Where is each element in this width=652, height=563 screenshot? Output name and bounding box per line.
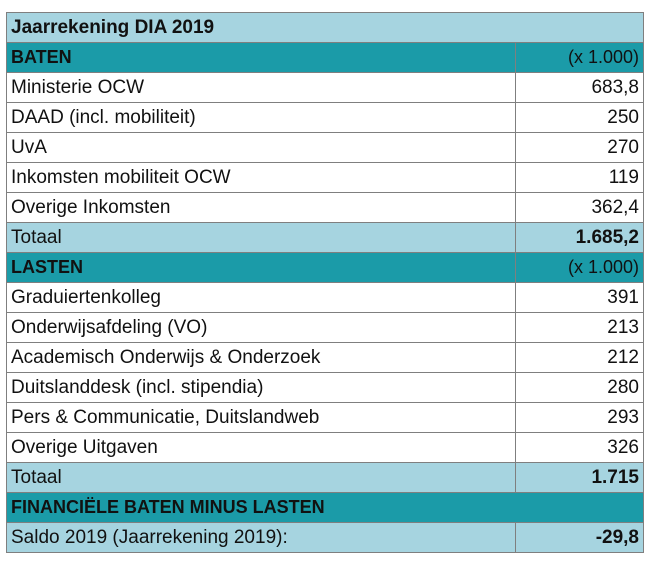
table-row: Pers & Communicatie, Duitslandweb 293 <box>5 402 644 433</box>
lasten-total-row: Totaal 1.715 <box>5 462 644 493</box>
row-label: Ministerie OCW <box>5 72 517 103</box>
row-value: 119 <box>515 162 644 193</box>
lasten-heading: LASTEN <box>5 252 517 283</box>
row-value: 391 <box>515 282 644 313</box>
row-value: 270 <box>515 132 644 163</box>
total-value: 1.715 <box>515 462 644 493</box>
saldo-heading: FINANCIËLE BATEN MINUS LASTEN <box>6 492 644 523</box>
saldo-value: -29,8 <box>515 522 644 553</box>
row-value: 250 <box>515 102 644 133</box>
total-label: Totaal <box>5 222 517 253</box>
baten-total-row: Totaal 1.685,2 <box>5 222 644 253</box>
table-row: UvA 270 <box>5 132 644 163</box>
row-label: Inkomsten mobiliteit OCW <box>5 162 517 193</box>
table-row: Duitslanddesk (incl. stipendia) 280 <box>5 372 644 403</box>
saldo-header-row: FINANCIËLE BATEN MINUS LASTEN <box>6 492 644 523</box>
row-value: 293 <box>515 402 644 433</box>
row-value: 326 <box>515 432 644 463</box>
row-label: DAAD (incl. mobiliteit) <box>5 102 517 133</box>
total-label: Totaal <box>5 462 517 493</box>
table-row: Inkomsten mobiliteit OCW 119 <box>5 162 644 193</box>
table-row: Ministerie OCW 683,8 <box>5 72 644 103</box>
total-value: 1.685,2 <box>515 222 644 253</box>
financial-statement-table: Jaarrekening DIA 2019 BATEN (x 1.000) Mi… <box>5 12 644 553</box>
table-row: Onderwijsafdeling (VO) 213 <box>5 312 644 343</box>
table-row: Overige Uitgaven 326 <box>5 432 644 463</box>
saldo-label: Saldo 2019 (Jaarrekening 2019): <box>5 522 517 553</box>
row-label: UvA <box>5 132 517 163</box>
row-value: 683,8 <box>515 72 644 103</box>
baten-heading: BATEN <box>5 42 517 73</box>
row-value: 213 <box>515 312 644 343</box>
table-title: Jaarrekening DIA 2019 <box>6 12 644 43</box>
row-value: 280 <box>515 372 644 403</box>
row-label: Overige Inkomsten <box>5 192 517 223</box>
baten-header-row: BATEN (x 1.000) <box>5 42 644 73</box>
table-row: Graduiertenkolleg 391 <box>5 282 644 313</box>
lasten-header-row: LASTEN (x 1.000) <box>5 252 644 283</box>
lasten-unit: (x 1.000) <box>515 252 644 283</box>
title-row: Jaarrekening DIA 2019 <box>6 12 644 43</box>
row-label: Pers & Communicatie, Duitslandweb <box>5 402 517 433</box>
table-row: Overige Inkomsten 362,4 <box>5 192 644 223</box>
row-label: Graduiertenkolleg <box>5 282 517 313</box>
row-value: 212 <box>515 342 644 373</box>
table-row: DAAD (incl. mobiliteit) 250 <box>5 102 644 133</box>
row-value: 362,4 <box>515 192 644 223</box>
table-row: Academisch Onderwijs & Onderzoek 212 <box>5 342 644 373</box>
row-label: Academisch Onderwijs & Onderzoek <box>5 342 517 373</box>
row-label: Onderwijsafdeling (VO) <box>5 312 517 343</box>
saldo-row: Saldo 2019 (Jaarrekening 2019): -29,8 <box>5 522 644 553</box>
row-label: Duitslanddesk (incl. stipendia) <box>5 372 517 403</box>
baten-unit: (x 1.000) <box>515 42 644 73</box>
row-label: Overige Uitgaven <box>5 432 517 463</box>
